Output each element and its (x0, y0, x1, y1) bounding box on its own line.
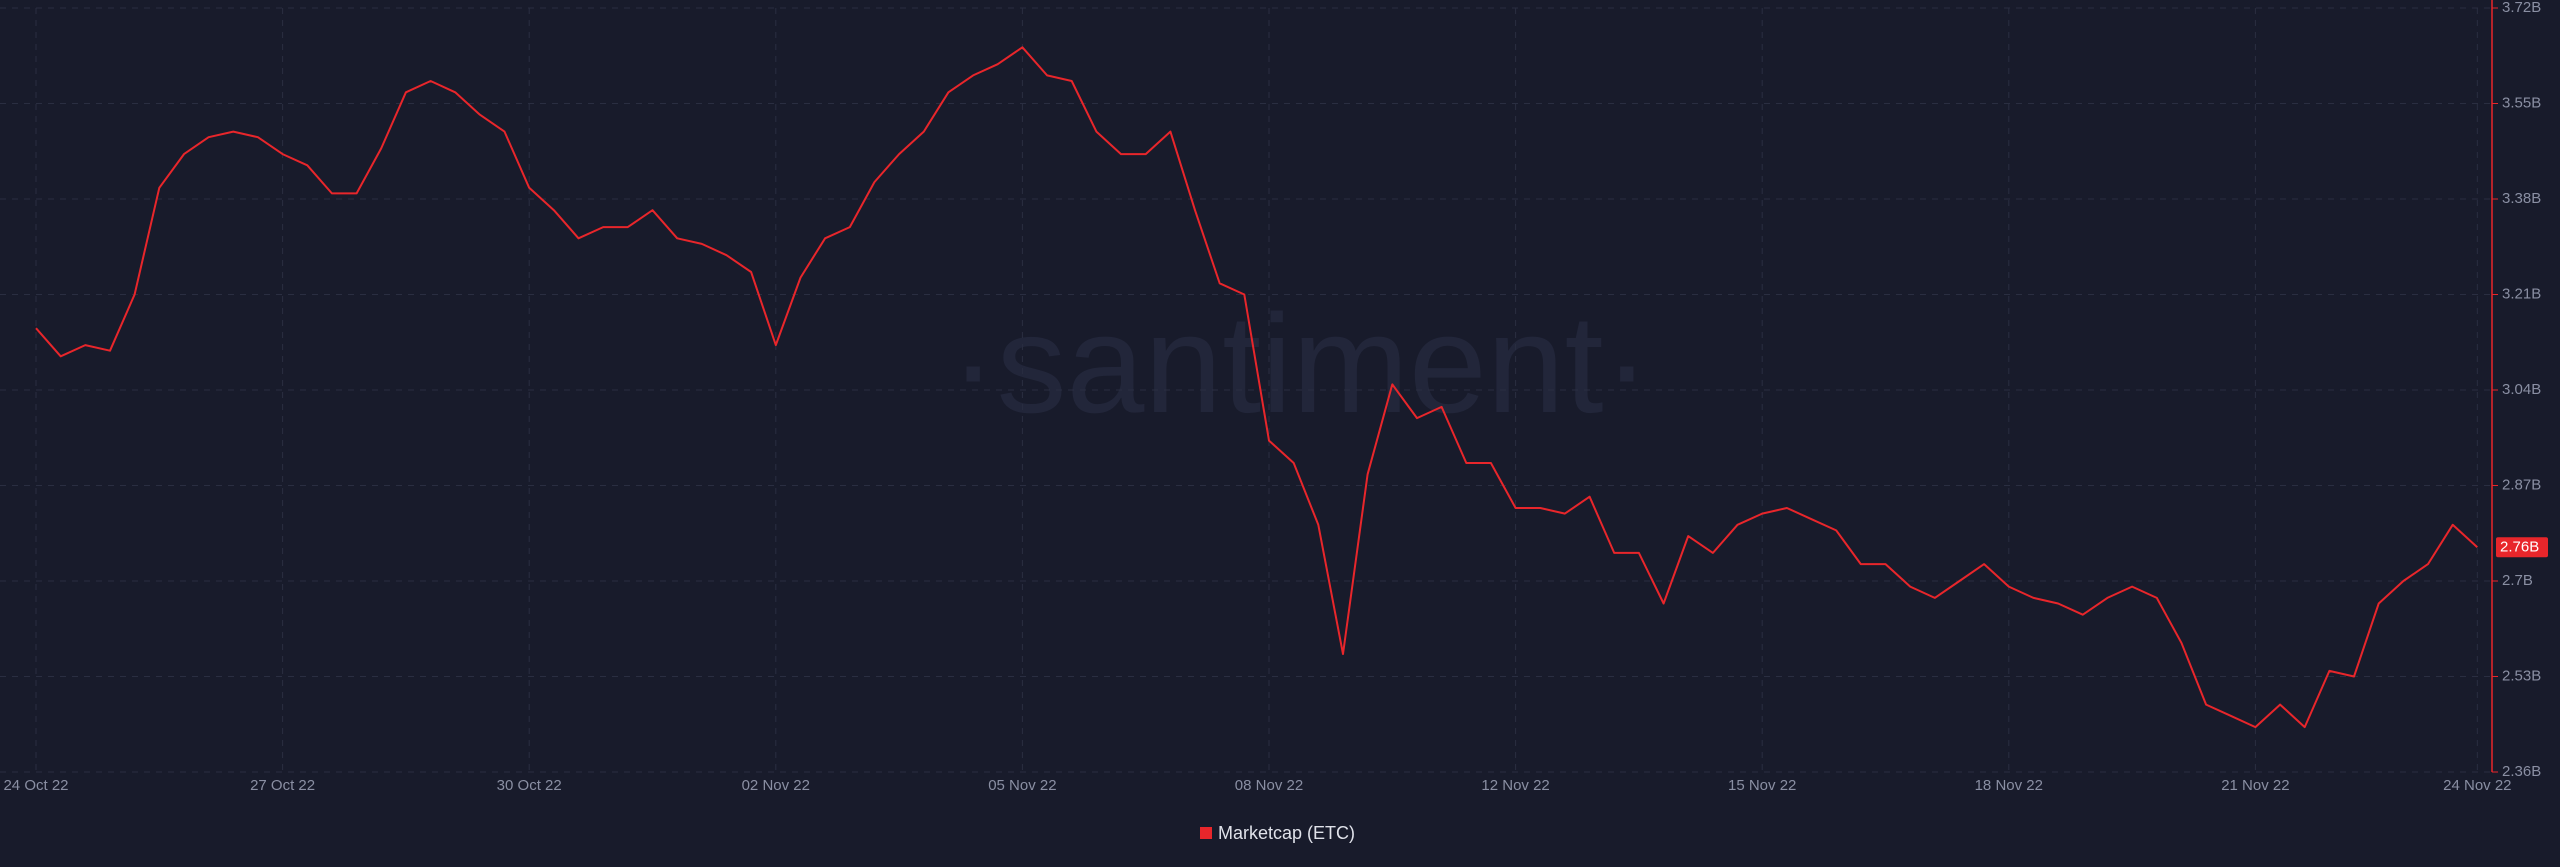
legend-swatch (1200, 827, 1212, 839)
y-tick-label: 2.7B (2502, 572, 2533, 589)
x-tick-label: 18 Nov 22 (1975, 777, 2043, 794)
y-tick-label: 3.21B (2502, 285, 2541, 302)
y-tick-label: 3.04B (2502, 381, 2541, 398)
x-tick-label: 12 Nov 22 (1481, 777, 1549, 794)
x-tick-label: 21 Nov 22 (2221, 777, 2289, 794)
x-tick-label: 05 Nov 22 (988, 777, 1056, 794)
current-value-label: 2.76B (2500, 538, 2539, 555)
current-value-badge (2496, 537, 2548, 558)
x-tick-label: 08 Nov 22 (1235, 777, 1303, 794)
x-tick-label: 15 Nov 22 (1728, 777, 1796, 794)
y-tick-label: 3.72B (2502, 0, 2541, 16)
x-tick-label: 24 Nov 22 (2443, 777, 2511, 794)
y-tick-label: 3.55B (2502, 94, 2541, 111)
x-tick-label: 27 Oct 22 (250, 777, 315, 794)
y-tick-label: 2.36B (2502, 763, 2541, 780)
x-tick-label: 24 Oct 22 (3, 777, 68, 794)
x-tick-label: 02 Nov 22 (742, 777, 810, 794)
data-line (35, 46, 2478, 729)
y-tick-label: 2.53B (2502, 667, 2541, 684)
y-tick-label: 2.87B (2502, 476, 2541, 493)
legend-label: Marketcap (ETC) (1218, 823, 1355, 843)
y-tick-label: 3.38B (2502, 190, 2541, 207)
x-tick-label: 30 Oct 22 (497, 777, 562, 794)
watermark: ·santiment· (950, 285, 1650, 442)
